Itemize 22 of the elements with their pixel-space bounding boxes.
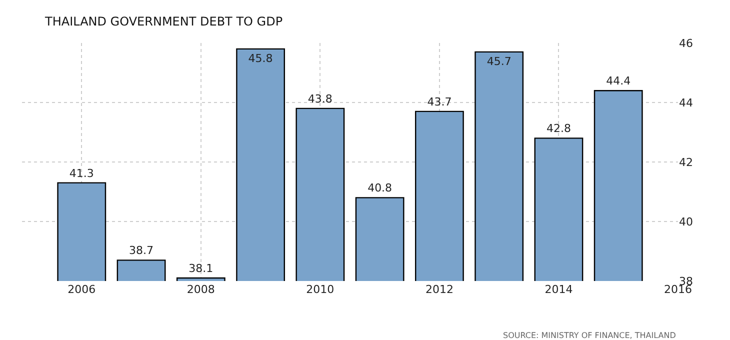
data-label: 45.8 — [248, 52, 273, 65]
y-tick-label: 46 — [679, 36, 693, 50]
x-tick-label: 2010 — [306, 283, 334, 296]
x-tick-label: 2006 — [68, 283, 96, 296]
x-tick-label: 2014 — [544, 283, 573, 296]
data-label: 45.7 — [486, 54, 512, 68]
source-note: SOURCE: MINISTRY OF FINANCE, THAILAND — [503, 331, 676, 340]
data-label: 38.1 — [188, 262, 214, 276]
chart-title: THAILAND GOVERNMENT DEBT TO GDP — [44, 14, 283, 28]
data-label: 44.4 — [606, 74, 631, 88]
x-tick-label: 2016 — [664, 283, 692, 296]
x-tick-label: 2012 — [425, 283, 454, 296]
data-label: 40.8 — [368, 182, 392, 195]
data-label: 43.7 — [427, 95, 452, 108]
x-tick-label: 2008 — [186, 283, 215, 296]
data-label: 38.7 — [129, 244, 154, 258]
y-tick-label: 40 — [679, 215, 693, 228]
y-tick-label: 42 — [679, 156, 693, 169]
data-label: 43.8 — [308, 92, 332, 106]
data-label: 41.3 — [69, 166, 94, 180]
data-label: 42.8 — [546, 122, 571, 136]
y-tick-label: 44 — [679, 96, 693, 110]
